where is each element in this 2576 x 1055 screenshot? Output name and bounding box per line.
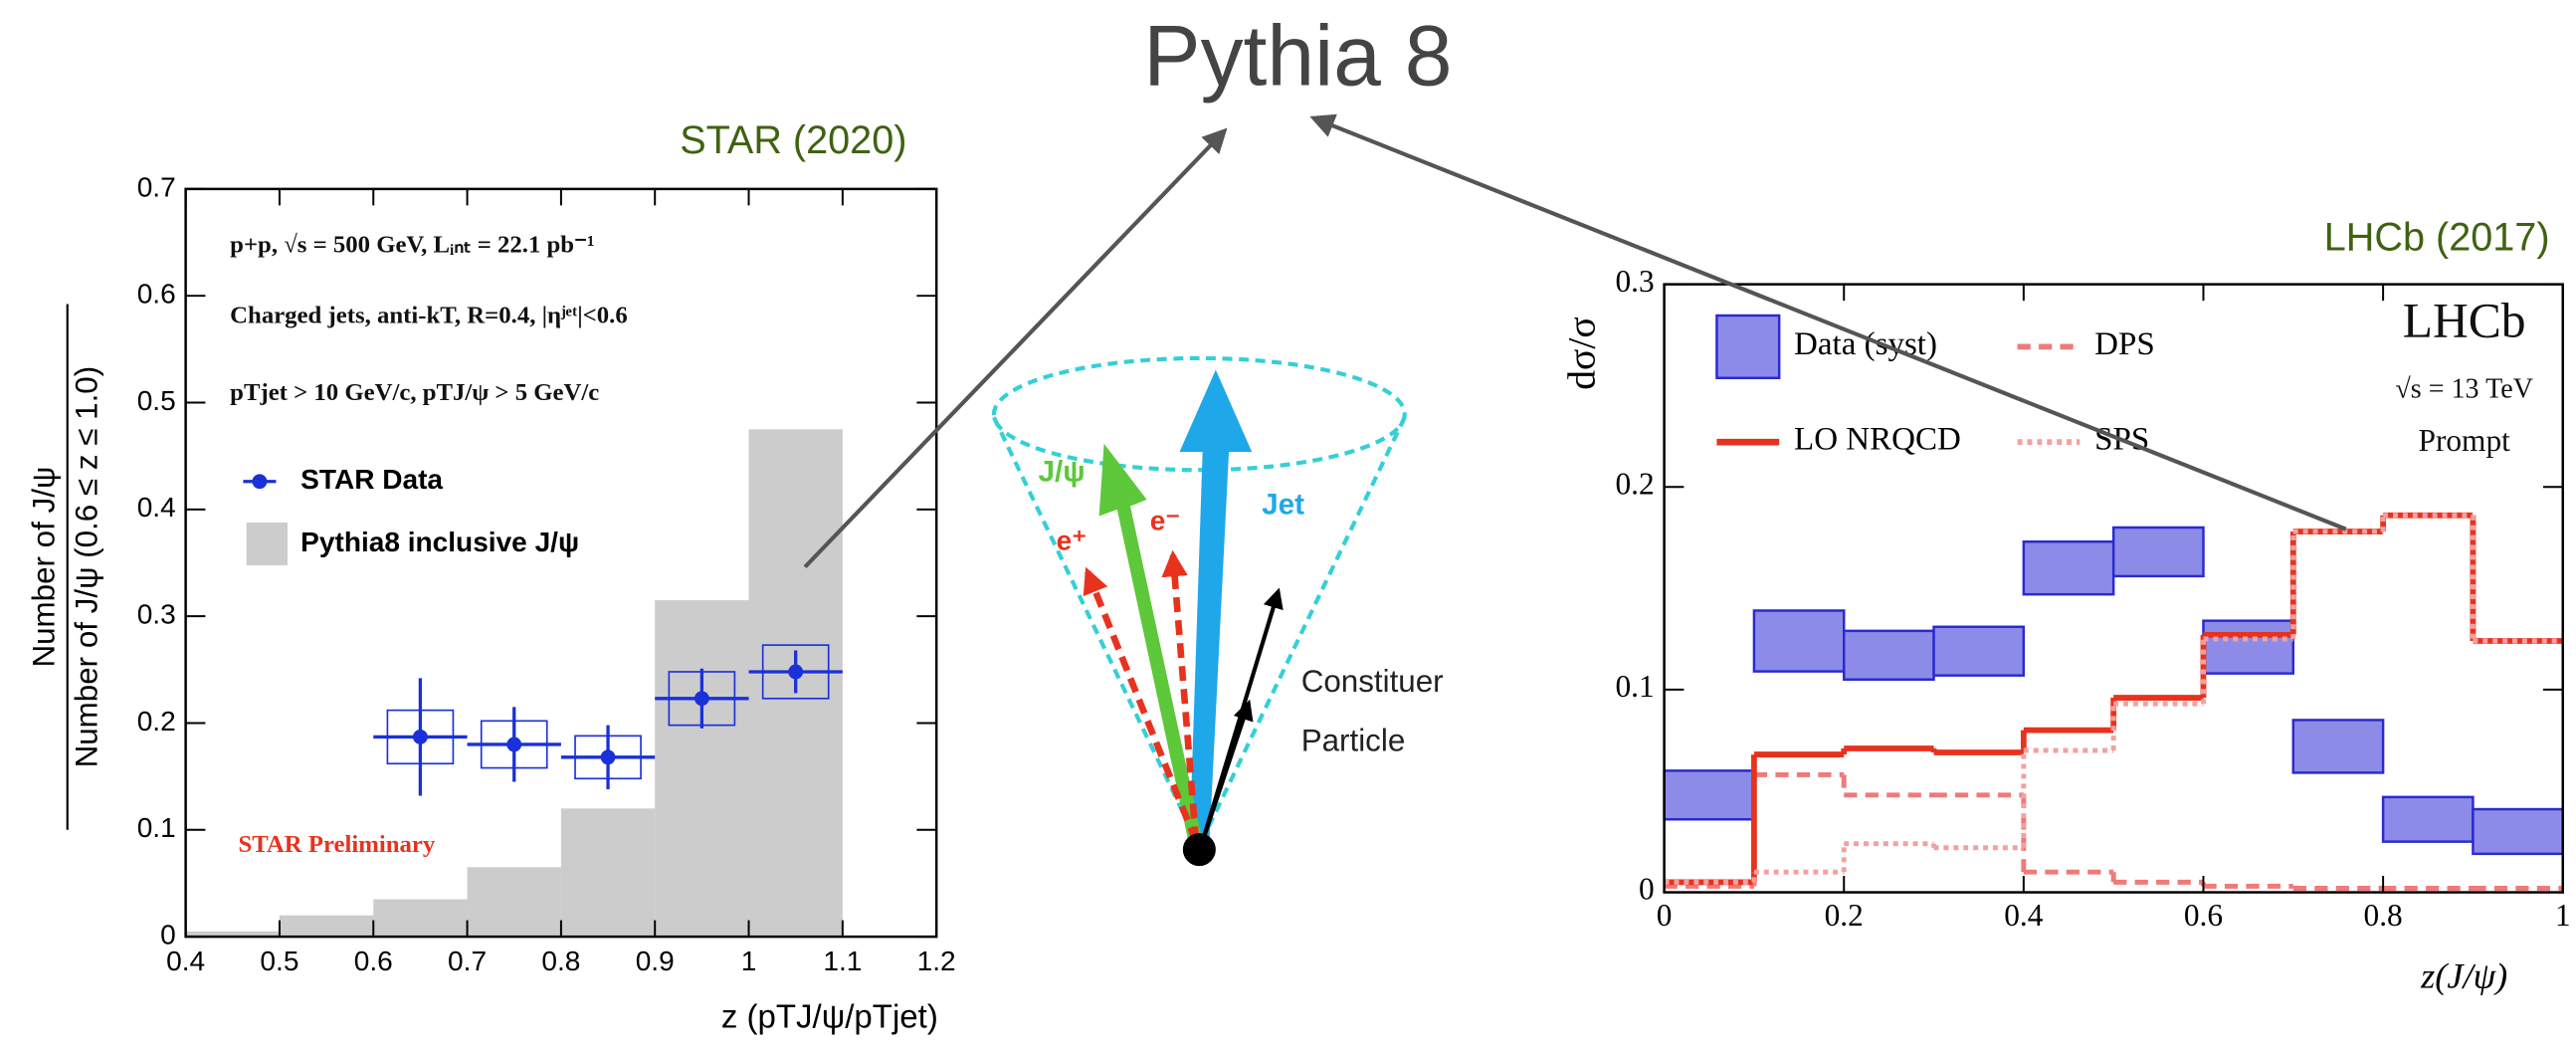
legend-label: LO NRQCD — [1794, 422, 1961, 458]
charts: STAR (2020) 0.4 0.5 0.6 0.7 0.8 0.9 1 1.1 1.2 0 0.1… — [27, 118, 2571, 1034]
y-axis-label: Number of J/ψ (0.6 ≤ z ≤ 1.0) — [69, 366, 103, 768]
y-tick-label: 0.2 — [1615, 466, 1654, 501]
x-tick-label: 0.2 — [1825, 898, 1864, 933]
syst-box — [2293, 720, 2383, 772]
x-tick-label: 0.8 — [541, 946, 580, 976]
histogram-bar — [561, 808, 655, 937]
x-tick-label: 0.4 — [166, 946, 205, 976]
y-tick-label: 0.1 — [137, 812, 176, 843]
y-tick-label: 0 — [160, 920, 176, 950]
syst-box — [2203, 621, 2292, 674]
data-point — [694, 691, 709, 706]
x-tick-label: 0.8 — [2364, 898, 2403, 933]
x-tick-label: 0.9 — [636, 946, 675, 976]
syst-box — [1665, 770, 1754, 819]
legend-label: DPS — [2094, 326, 2155, 362]
annotation: Charged jets, anti-kT, R=0.4, |ηʲᵉᵗ|<0.6 — [230, 302, 628, 328]
pointer-arrow — [1314, 118, 2346, 529]
x-tick-label: 0 — [1657, 898, 1673, 933]
syst-box — [1934, 627, 2024, 676]
data-point — [601, 749, 616, 764]
chart-label: STAR (2020) — [680, 118, 906, 162]
x-tick-label: 0.7 — [448, 946, 487, 976]
y-tick-label: 0.2 — [137, 706, 176, 737]
x-axis-label: z (pTJ/ψ/pTjet) — [721, 997, 938, 1034]
vertex — [1183, 833, 1216, 866]
x-axis-label: z(J/ψ) — [2420, 955, 2507, 995]
x-tick-label: 0.4 — [2004, 898, 2044, 933]
slide: Pythia 8 J/ψ e⁺ e⁻ Jet Constituer Partic… — [0, 0, 2576, 1055]
y-axis-label: dσ/σ — [1559, 316, 1603, 390]
histogram-bar — [655, 600, 748, 937]
legend-swatch — [1716, 316, 1779, 378]
constituent-label: Constituer — [1301, 664, 1444, 699]
syst-box — [1754, 610, 1844, 671]
y-tick-label: 0.3 — [137, 599, 176, 630]
chart-label: LHCb (2017) — [2324, 216, 2550, 260]
legend-label: STAR Data — [300, 464, 443, 495]
x-tick-label: 1.2 — [917, 946, 956, 976]
jet-arrow — [1180, 369, 1253, 846]
cone-edge — [994, 417, 1199, 846]
jet-cone-diagram: J/ψ e⁺ e⁻ Jet Constituer Particle — [994, 358, 1444, 866]
y-tick-label: 0.6 — [137, 279, 176, 310]
data-point — [506, 738, 521, 752]
y-axis-label: Number of J/ψ — [27, 467, 62, 668]
annotation: √s = 13 TeV — [2395, 373, 2533, 404]
histogram-bar — [280, 916, 373, 937]
syst-box — [2113, 528, 2203, 576]
page: {"title": "Pythia 8", "chart_data": [ {"… — [0, 0, 2576, 1055]
legend-swatch — [247, 523, 288, 565]
jet-label: Jet — [1262, 488, 1304, 521]
annotation: p+p, √s = 500 GeV, Lᵢₙₜ = 22.1 pb⁻¹ — [230, 231, 594, 258]
x-tick-label: 0.5 — [260, 946, 298, 976]
chart: LHCb (2017) 0 0.2 0.4 0.6 0.8 1 0 0.1 0.2 0.3 z(J/ψ… — [1559, 216, 2570, 996]
electron-label: e⁻ — [1150, 505, 1180, 535]
x-tick-label: 0.6 — [2184, 898, 2223, 933]
syst-box — [2024, 541, 2113, 594]
annotation: pTjet > 10 GeV/c, pTJ/ψ > 5 GeV/c — [230, 379, 599, 406]
y-tick-label: 0.3 — [1615, 264, 1654, 299]
positron-label: e⁺ — [1057, 525, 1087, 555]
jpsi-label: J/ψ — [1039, 455, 1086, 488]
x-tick-label: 1 — [2555, 898, 2571, 933]
data-point — [788, 665, 803, 680]
chart: STAR (2020) 0.4 0.5 0.6 0.7 0.8 0.9 1 1.1 1.2 0 0.1… — [27, 118, 956, 1034]
syst-box — [2473, 809, 2562, 854]
annotation: Prompt — [2419, 423, 2511, 458]
slide-title: Pythia 8 — [1143, 8, 1452, 104]
constituent-label: Particle — [1301, 724, 1406, 758]
x-tick-label: 1.1 — [823, 946, 862, 976]
y-tick-label: 0 — [1639, 872, 1655, 907]
histogram-bar — [373, 900, 467, 938]
syst-box — [2383, 797, 2473, 842]
cone-edge — [1199, 417, 1404, 846]
x-tick-label: 1 — [741, 946, 757, 976]
legend-swatch — [252, 474, 267, 489]
annotation: LHCb — [2403, 293, 2526, 347]
y-tick-label: 0.1 — [1615, 669, 1654, 704]
syst-box — [1844, 631, 1933, 680]
data-point — [413, 730, 428, 744]
legend-label: Pythia8 inclusive J/ψ — [300, 527, 579, 557]
histogram-bar — [468, 867, 561, 937]
y-tick-label: 0.4 — [137, 492, 176, 523]
annotation: STAR Preliminary — [238, 831, 435, 858]
pointer-arrow — [805, 131, 1224, 567]
y-tick-label: 0.7 — [137, 171, 176, 202]
x-tick-label: 0.6 — [354, 946, 393, 976]
y-tick-label: 0.5 — [137, 385, 176, 416]
